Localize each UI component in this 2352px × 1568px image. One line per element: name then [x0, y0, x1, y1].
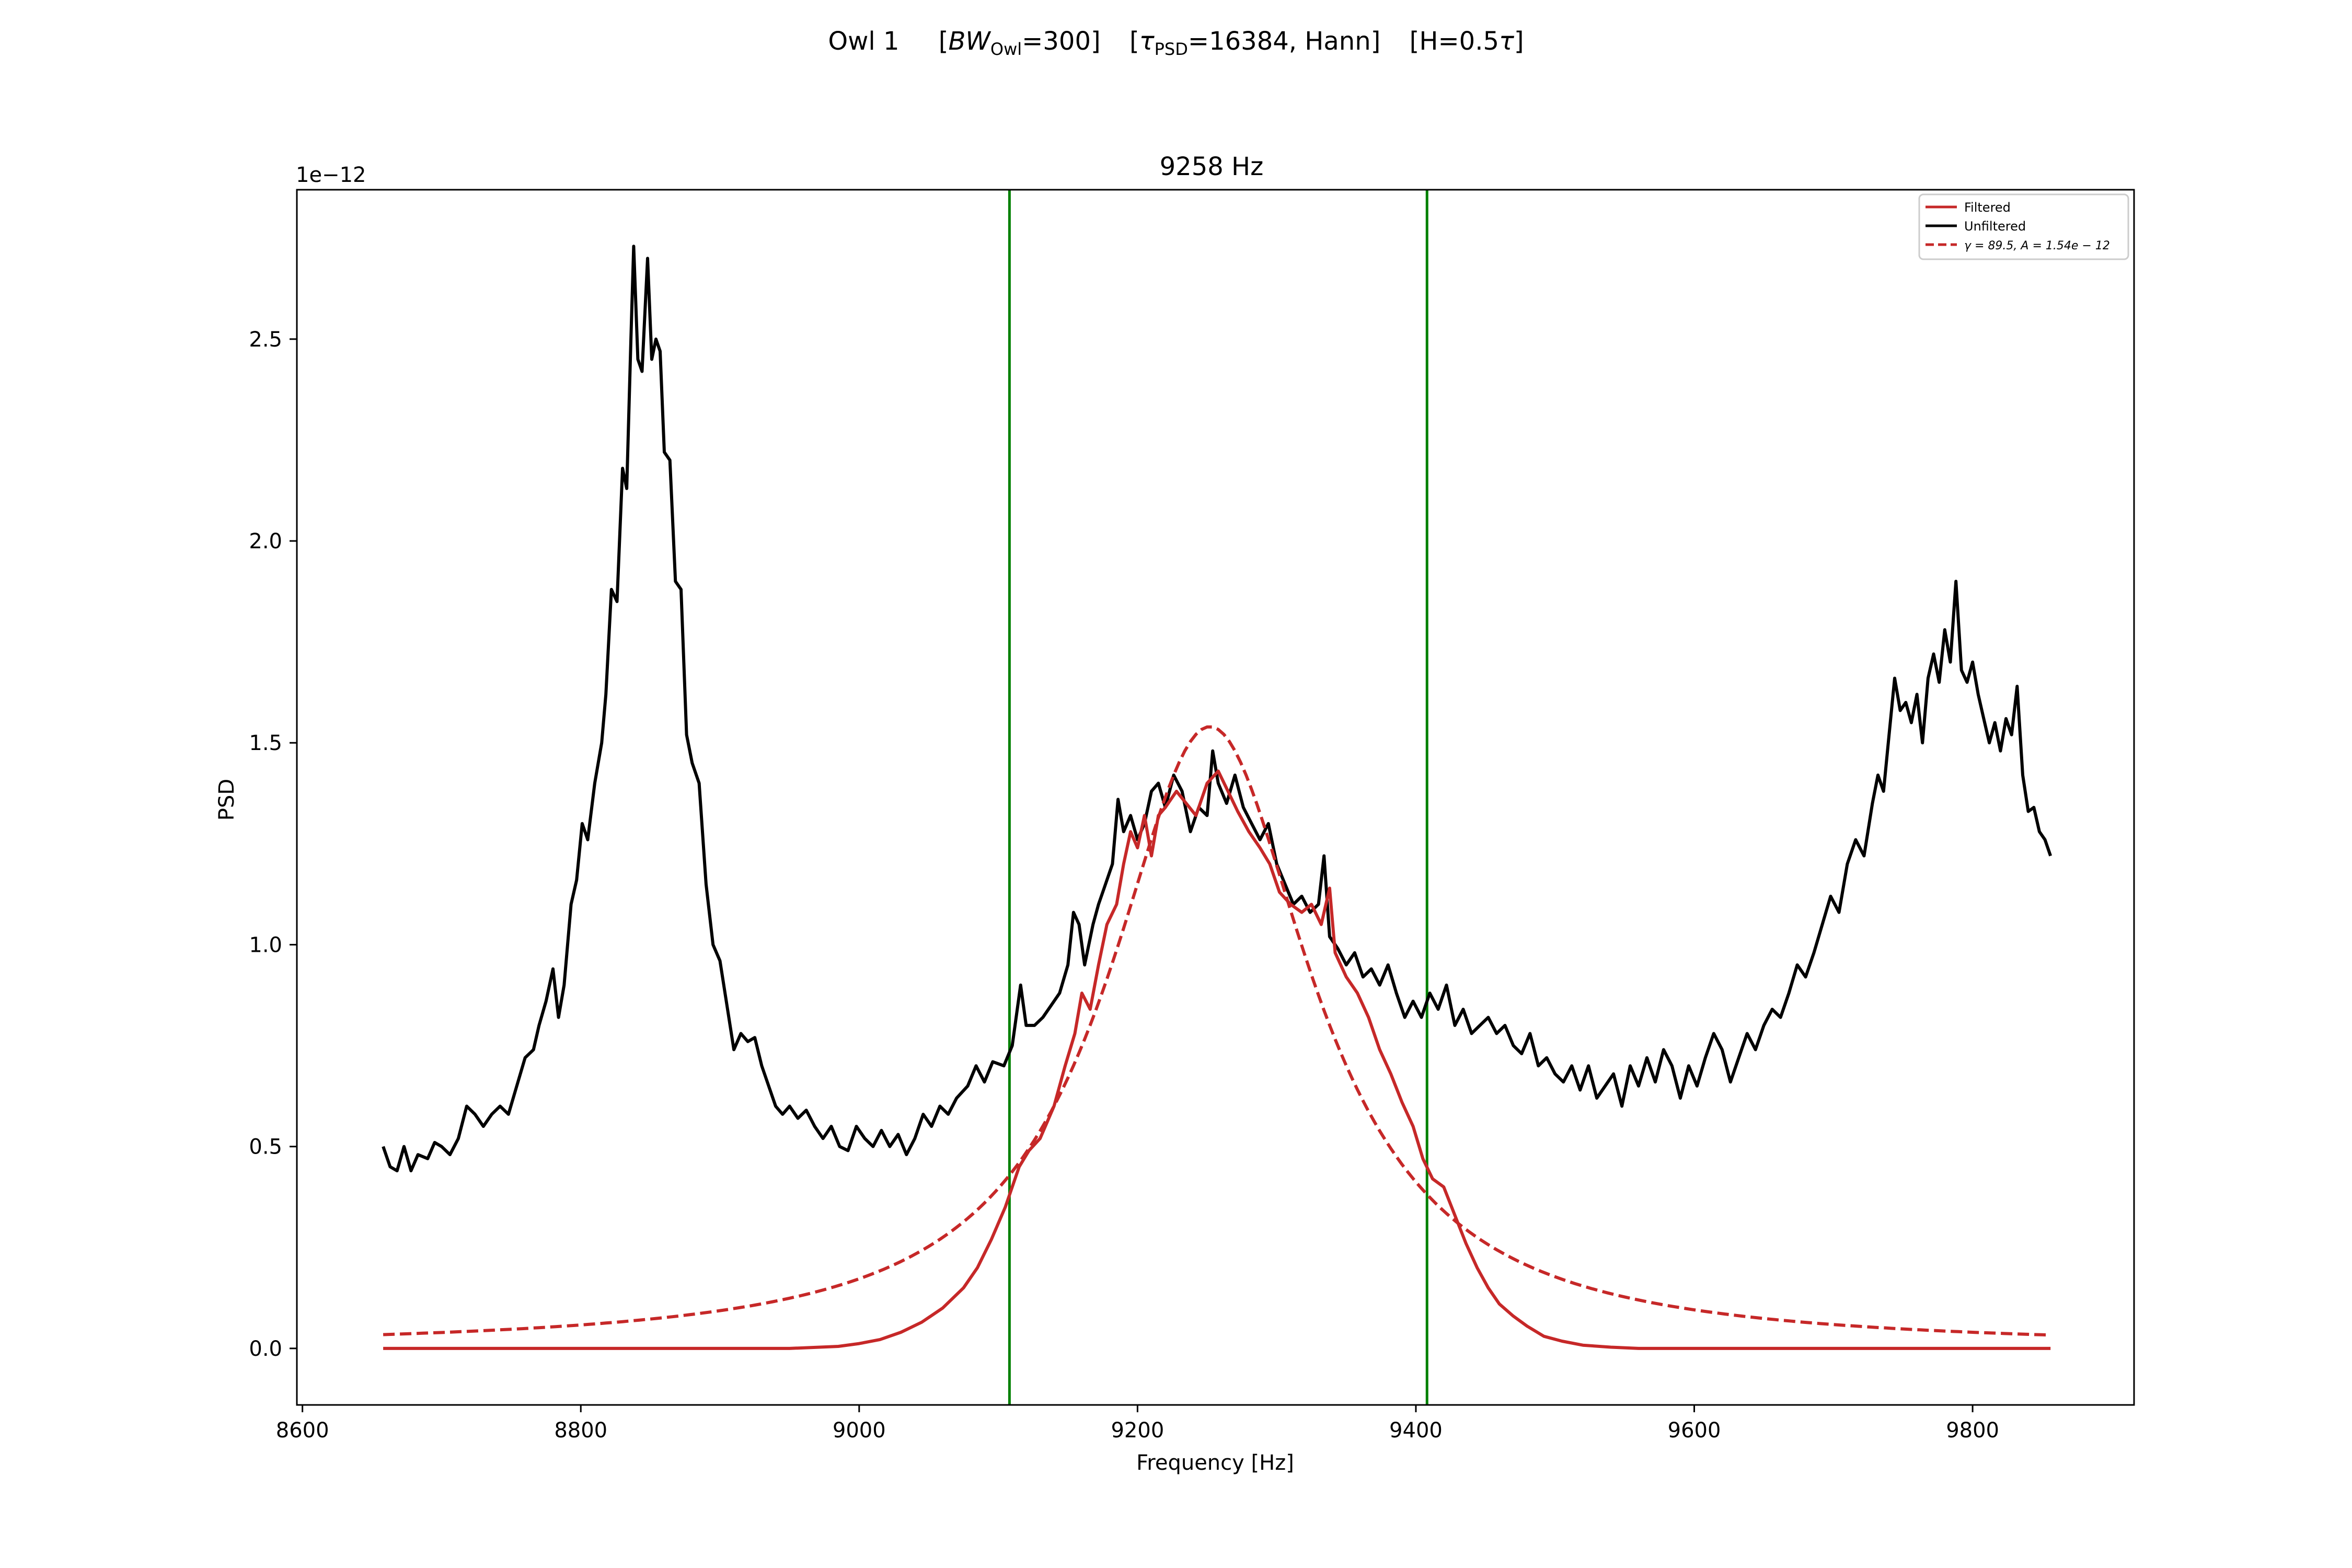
axes-title: 9258 Hz	[1160, 152, 1264, 181]
suptitle-tau-var: τ	[1139, 27, 1155, 56]
axes-frame	[296, 189, 2135, 1406]
y-axis-label: PSD	[215, 779, 239, 821]
x-tick-label: 9400	[1389, 1419, 1443, 1443]
suptitle-tau-sub: PSD	[1155, 39, 1188, 59]
suptitle-bw-val: =300]	[1022, 27, 1101, 56]
suptitle-tau-val: =16384, Hann]	[1188, 27, 1381, 56]
x-axis-label: Frequency [Hz]	[1136, 1451, 1294, 1475]
y-tick-label: 1.5	[249, 731, 282, 755]
y-tick-label: 2.5	[249, 328, 282, 352]
x-tick-label: 9600	[1668, 1419, 1721, 1443]
series-fit-line	[383, 725, 2048, 1337]
x-tick-label: 9200	[1111, 1419, 1164, 1443]
legend-label-unfiltered: Unfiltered	[1964, 219, 2026, 234]
suptitle-bw-var: BW	[949, 27, 991, 56]
suptitle-name: Owl 1	[828, 27, 899, 56]
legend-label-filtered: Filtered	[1964, 200, 2011, 215]
x-tick-label: 8600	[276, 1419, 329, 1443]
series-filtered-line	[383, 769, 2051, 1350]
suptitle-h-close: ]	[1514, 27, 1524, 56]
x-tick-label: 8800	[554, 1419, 607, 1443]
y-tick-label: 0.0	[249, 1337, 282, 1361]
suptitle-bw-sub: Owl	[990, 39, 1022, 59]
y-offset-text: 1e−12	[296, 163, 366, 187]
suptitle-h-var: τ	[1499, 27, 1515, 56]
figure-suptitle: Owl 1 [BWOwl=300] [τPSD=16384, Hann] [H=…	[828, 27, 1524, 59]
series-unfiltered-line	[382, 245, 2053, 1172]
x-tick-label: 9800	[1946, 1419, 1999, 1443]
legend: Filtered Unfiltered γ = 89.5, A = 1.54e …	[1918, 193, 2129, 260]
y-tick-label: 0.5	[249, 1135, 282, 1159]
suptitle-bw-open: [	[939, 27, 949, 56]
suptitle-h-text: [H=0.5	[1410, 27, 1499, 56]
y-tick-label: 2.0	[249, 529, 282, 554]
legend-label-fit: γ = 89.5, A = 1.54e − 12	[1964, 239, 2110, 252]
suptitle-tau-open: [	[1129, 27, 1139, 56]
x-tick-label: 9000	[833, 1419, 886, 1443]
plot-area	[382, 190, 2053, 1405]
y-tick-label: 1.0	[249, 933, 282, 957]
legend-box	[1918, 193, 2129, 260]
x-axis: 8600 8800 9000 9200 9400 9600 9800	[276, 1405, 1999, 1443]
y-axis: 0.0 0.5 1.0 1.5 2.0 2.5	[249, 328, 297, 1361]
